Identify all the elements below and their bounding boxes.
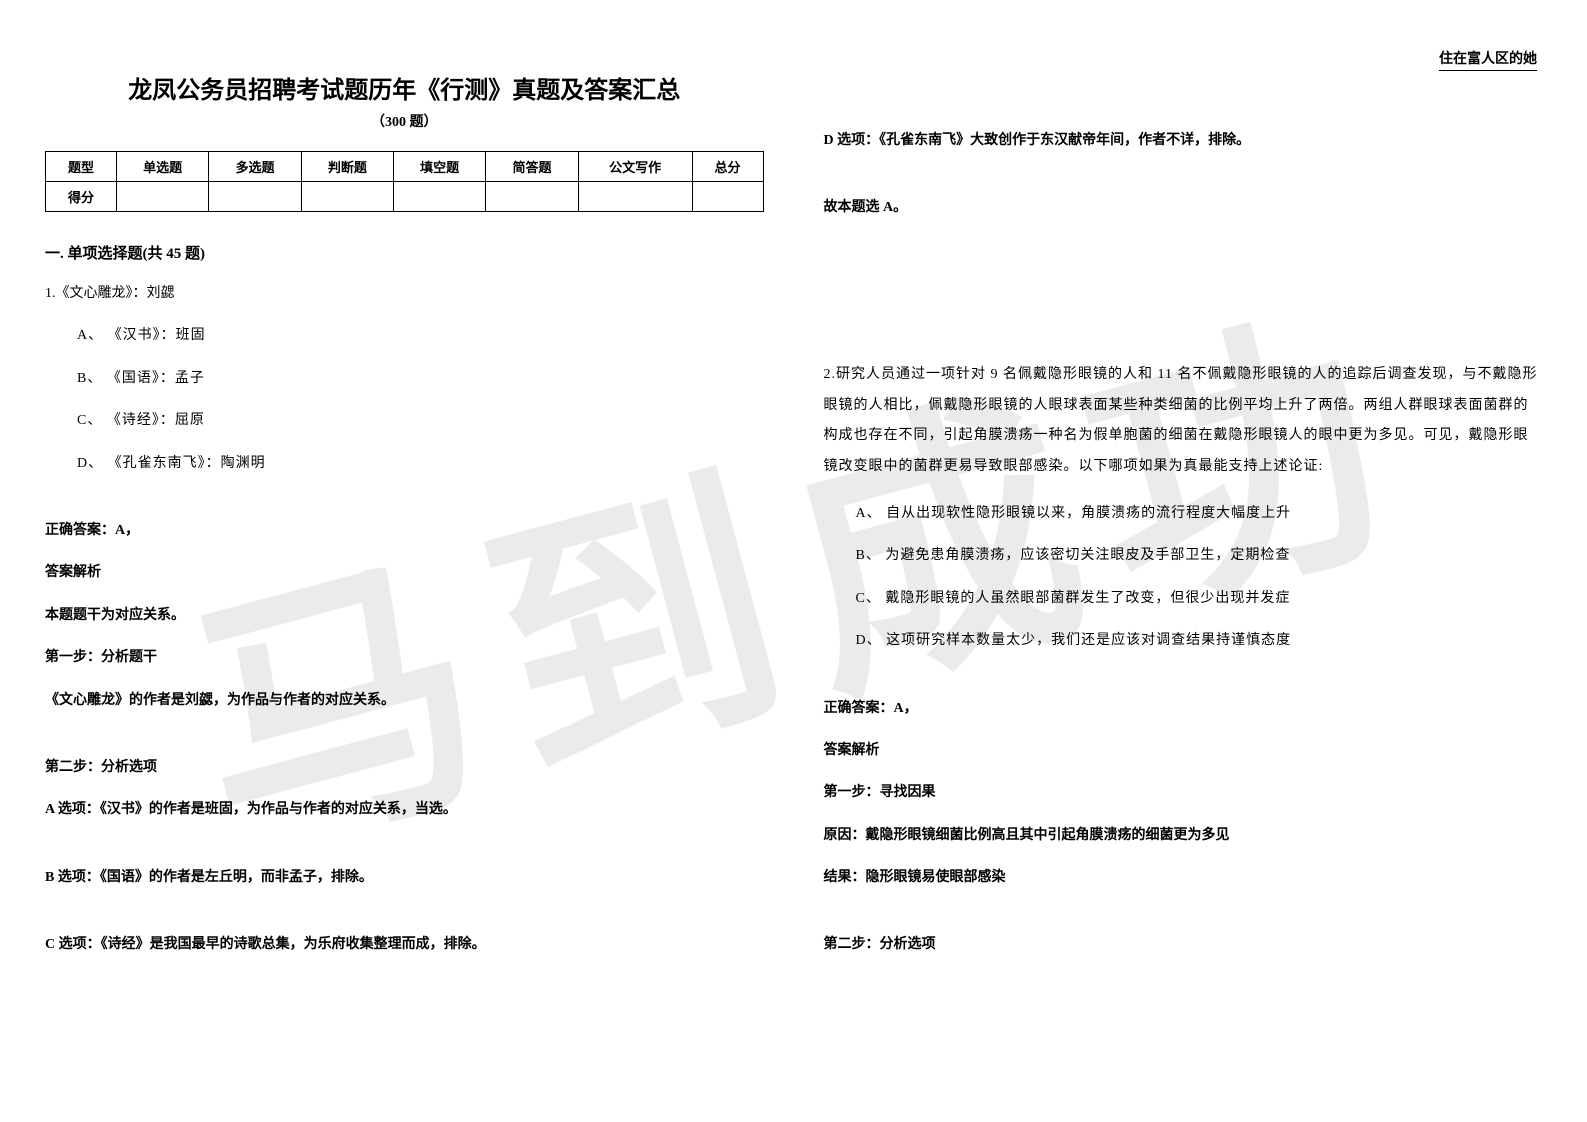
q1-stem: 1.《文心雕龙》：刘勰: [45, 283, 764, 305]
th-total: 总分: [692, 152, 763, 182]
td-cell: [578, 182, 692, 212]
th-writing: 公文写作: [578, 152, 692, 182]
page-container: 龙凤公务员招聘考试题历年《行测》真题及答案汇总 （300 题） 题型 单选题 多…: [0, 0, 1587, 1017]
q1-optC-text: C 选项：《诗经》是我国最早的诗歌总集，为乐府收集整理而成，排除。: [45, 934, 764, 956]
q2-opt-c: C、 戴隐形眼镜的人虽然眼部菌群发生了改变，但很少出现并发症: [856, 588, 1543, 610]
th-fill: 填空题: [394, 152, 486, 182]
td-cell: [486, 182, 578, 212]
q2-answer: 正确答案：A，: [824, 698, 1543, 720]
table-header-row: 题型 单选题 多选题 判断题 填空题 简答题 公文写作 总分: [46, 152, 764, 182]
th-multi: 多选题: [209, 152, 301, 182]
doc-title: 龙凤公务员招聘考试题历年《行测》真题及答案汇总: [45, 70, 764, 105]
q1-answer: 正确答案：A，: [45, 520, 764, 542]
th-type: 题型: [46, 152, 117, 182]
q1-analysis-label: 答案解析: [45, 562, 764, 584]
td-cell: [116, 182, 208, 212]
q1-opt-a: A、 《汉书》：班固: [77, 325, 764, 347]
section-title: 一. 单项选择题(共 45 题): [45, 242, 764, 263]
td-label: 得分: [46, 182, 117, 212]
q1-optA-text: A 选项：《汉书》的作者是班固，为作品与作者的对应关系，当选。: [45, 799, 764, 821]
td-cell: [394, 182, 486, 212]
th-short: 简答题: [486, 152, 578, 182]
q1-optB-text: B 选项：《国语》的作者是左丘明，而非孟子，排除。: [45, 867, 764, 889]
q1-step1-text: 《文心雕龙》的作者是刘勰，为作品与作者的对应关系。: [45, 690, 764, 712]
q2-opt-d: D、 这项研究样本数量太少，我们还是应该对调查结果持谨慎态度: [856, 630, 1543, 652]
q1-opt-b: B、 《国语》：孟子: [77, 368, 764, 390]
score-table: 题型 单选题 多选题 判断题 填空题 简答题 公文写作 总分 得分: [45, 151, 764, 212]
q2-step1-label: 第一步：寻找因果: [824, 782, 1543, 804]
q1-step1-label: 第一步：分析题干: [45, 647, 764, 669]
td-cell: [692, 182, 763, 212]
q1-optD-text: D 选项：《孔雀东南飞》大致创作于东汉献帝年间，作者不详，排除。: [824, 130, 1543, 152]
q2-opt-a: A、 自从出现软性隐形眼镜以来，角膜溃疡的流行程度大幅度上升: [856, 503, 1543, 525]
q2-result: 结果：隐形眼镜易使眼部感染: [824, 867, 1543, 889]
q1-line1: 本题题干为对应关系。: [45, 605, 764, 627]
table-score-row: 得分: [46, 182, 764, 212]
right-column: D 选项：《孔雀东南飞》大致创作于东汉献帝年间，作者不详，排除。 故本题选 A。…: [824, 40, 1543, 977]
q1-conclusion: 故本题选 A。: [824, 197, 1543, 219]
doc-subtitle: （300 题）: [45, 111, 764, 131]
th-single: 单选题: [116, 152, 208, 182]
q1-step2-label: 第二步：分析选项: [45, 757, 764, 779]
left-column: 龙凤公务员招聘考试题历年《行测》真题及答案汇总 （300 题） 题型 单选题 多…: [45, 40, 764, 977]
q2-stem: 2.研究人员通过一项针对 9 名佩戴隐形眼镜的人和 11 名不佩戴隐形眼镜的人的…: [824, 360, 1543, 483]
q1-opt-d: D、 《孔雀东南飞》：陶渊明: [77, 453, 764, 475]
th-judge: 判断题: [301, 152, 393, 182]
q2-opt-b: B、 为避免患角膜溃疡，应该密切关注眼皮及手部卫生，定期检查: [856, 545, 1543, 567]
q2-analysis-label: 答案解析: [824, 740, 1543, 762]
q1-opt-c: C、 《诗经》：屈原: [77, 410, 764, 432]
td-cell: [209, 182, 301, 212]
q2-cause: 原因：戴隐形眼镜细菌比例高且其中引起角膜溃疡的细菌更为多见: [824, 825, 1543, 847]
td-cell: [301, 182, 393, 212]
q2-step2-label: 第二步：分析选项: [824, 934, 1543, 956]
